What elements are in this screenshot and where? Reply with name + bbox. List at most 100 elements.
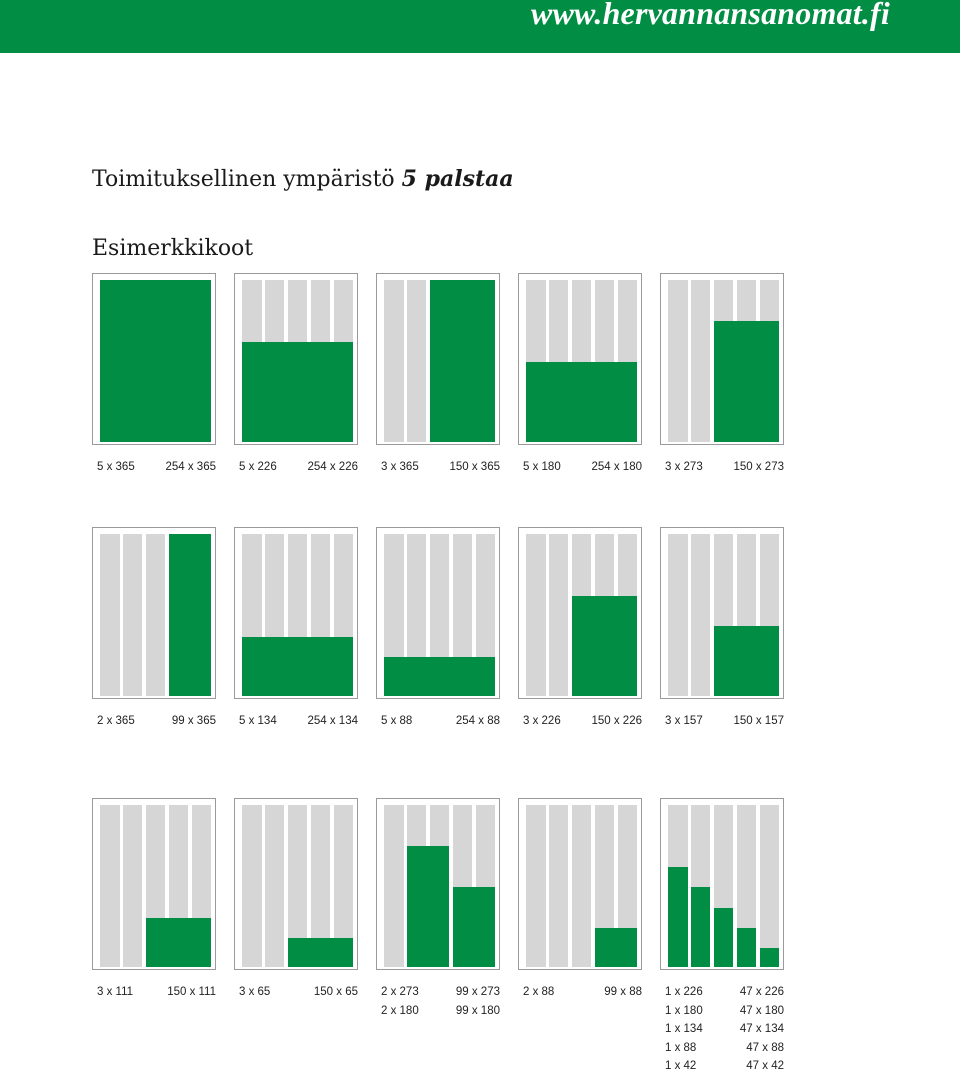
page-layout-thumbnail (234, 273, 358, 445)
page-title: Toimituksellinen ympäristö 5 palstaa (92, 166, 514, 192)
column-guide (668, 534, 688, 696)
size-label-columns: 1 x 226 (665, 986, 703, 998)
size-label-mm: 47 x 88 (746, 1041, 784, 1054)
column-guide (145, 534, 166, 696)
size-label-mm: 47 x 180 (739, 1004, 784, 1017)
ad-block (668, 866, 688, 967)
size-label-mm: 150 x 273 (733, 461, 784, 473)
ad-block (713, 626, 780, 696)
size-label-mm: 254 x 180 (591, 461, 642, 473)
size-label-columns: 3 x 273 (665, 461, 703, 473)
size-label-mm: 150 x 157 (733, 715, 784, 727)
header-banner: www.hervannansanomat.fi (0, 0, 960, 53)
size-label-columns: 5 x 88 (381, 715, 413, 727)
page-layout-thumbnail (234, 527, 358, 699)
column-guide (406, 280, 427, 442)
size-label-columns: 1 x 88 (665, 1041, 697, 1054)
size-label-columns: 5 x 180 (523, 461, 561, 473)
ad-block (145, 917, 212, 967)
ad-block (452, 887, 496, 967)
column-guide (287, 805, 308, 967)
page-layout-thumbnail (376, 273, 500, 445)
page-layout-thumbnail (518, 527, 642, 699)
column-guide (122, 534, 143, 696)
size-label-columns: 3 x 226 (523, 715, 561, 727)
site-url[interactable]: www.hervannansanomat.fi (530, 0, 890, 31)
size-label-mm: 47 x 134 (739, 1023, 784, 1035)
column-guide (384, 534, 404, 696)
ad-block (384, 656, 496, 696)
size-label-mm: 99 x 365 (171, 715, 216, 727)
size-label-mm: 254 x 365 (165, 461, 216, 473)
column-guide (100, 534, 120, 696)
page-layout-thumbnail (518, 798, 642, 970)
size-label-columns: 3 x 157 (665, 715, 703, 727)
size-label-mm: 254 x 88 (455, 715, 500, 727)
ad-block (594, 927, 638, 967)
column-guide (429, 534, 450, 696)
column-guide (384, 805, 404, 967)
ad-block (526, 362, 638, 442)
page-layout-thumbnail (92, 273, 216, 445)
size-label-mm: 150 x 65 (313, 986, 358, 998)
size-label-mm: 150 x 111 (167, 986, 216, 998)
size-label-mm: 254 x 134 (307, 715, 358, 727)
size-label-columns: 2 x 88 (523, 986, 555, 998)
column-guide (384, 280, 404, 442)
page-layout-thumbnail (234, 798, 358, 970)
size-label-columns: 3 x 365 (381, 461, 419, 473)
page-subtitle: Esimerkkikoot (92, 236, 254, 261)
size-label-mm: 99 x 273 (455, 986, 500, 998)
column-guide (526, 534, 546, 696)
size-label-columns: 5 x 134 (239, 715, 277, 727)
size-label-columns: 5 x 226 (239, 461, 277, 473)
ad-block (429, 280, 496, 442)
size-label-mm: 47 x 42 (746, 1060, 784, 1072)
page-layout-thumbnail (92, 527, 216, 699)
size-label-columns: 1 x 42 (665, 1060, 697, 1072)
ad-block (168, 534, 212, 696)
column-guide (310, 805, 331, 967)
ad-block (242, 341, 354, 442)
size-label-mm: 150 x 365 (449, 461, 500, 473)
ad-block (100, 280, 212, 442)
ad-block (242, 636, 354, 696)
column-guide (594, 805, 615, 967)
column-guide (475, 534, 496, 696)
column-guide (406, 534, 427, 696)
size-label-columns: 2 x 180 (381, 1004, 419, 1017)
size-label-mm: 99 x 88 (604, 986, 642, 998)
page-layout-thumbnail (376, 527, 500, 699)
column-guide (548, 805, 569, 967)
page-layout-thumbnail (660, 527, 784, 699)
size-label-mm: 47 x 226 (739, 986, 784, 998)
ad-block (713, 907, 734, 967)
column-guide (526, 805, 546, 967)
ad-block (736, 927, 757, 967)
column-guide (264, 805, 285, 967)
column-guide (452, 534, 473, 696)
column-guide (333, 805, 354, 967)
ad-block (759, 948, 780, 967)
size-label-columns: 3 x 65 (239, 986, 271, 998)
page-layout-thumbnail (660, 798, 784, 970)
column-guide (571, 805, 592, 967)
page-layout-thumbnail (376, 798, 500, 970)
ad-block (287, 938, 354, 967)
size-label-columns: 2 x 273 (381, 986, 419, 998)
column-guide (736, 805, 757, 967)
size-label-columns: 1 x 134 (665, 1023, 703, 1035)
ad-block (713, 320, 780, 442)
size-label-columns: 2 x 365 (97, 715, 135, 727)
column-guide (548, 534, 569, 696)
size-label-mm: 254 x 226 (307, 461, 358, 473)
size-label-columns: 1 x 180 (665, 1004, 703, 1017)
column-guide (242, 805, 262, 967)
page-title-text: Toimituksellinen ympäristö (92, 167, 402, 192)
size-label-columns: 5 x 365 (97, 461, 135, 473)
ad-block (406, 845, 450, 967)
column-guide (759, 805, 780, 967)
column-guide (690, 534, 711, 696)
ad-block (690, 887, 711, 967)
column-guide (668, 280, 688, 442)
